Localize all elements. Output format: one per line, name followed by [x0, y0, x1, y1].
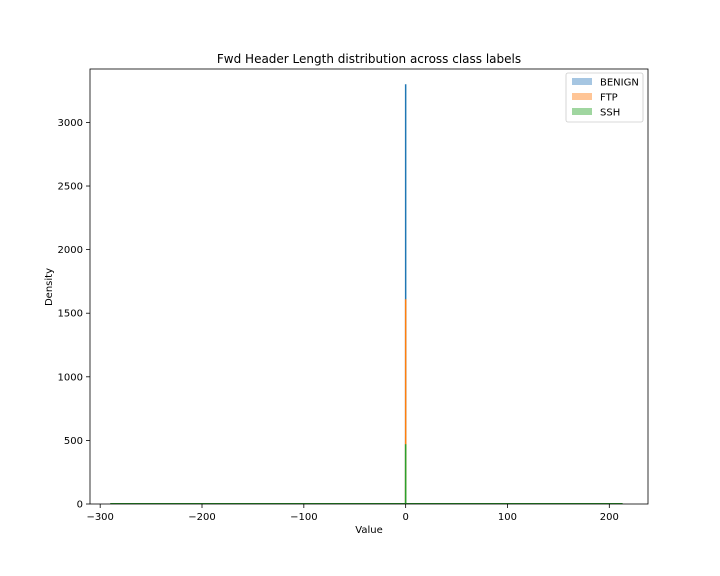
y-tick-label: 2500	[58, 182, 83, 193]
x-tick-label: 0	[402, 512, 408, 523]
plot-frame	[89, 68, 649, 505]
y-tick-label: 1000	[58, 372, 83, 383]
x-tick-label: −200	[188, 512, 215, 523]
legend-label-benign: BENIGN	[600, 78, 639, 89]
y-tick-label: 500	[64, 436, 83, 447]
chart-title: Fwd Header Length distribution across cl…	[217, 52, 521, 66]
y-tick-label: 0	[77, 500, 83, 511]
x-tick-label: −100	[290, 512, 317, 523]
legend-label-ssh: SSH	[600, 108, 620, 119]
legend-swatch-ftp	[572, 93, 592, 100]
legend-swatch-ssh	[572, 108, 592, 115]
y-axis-label: Density	[44, 268, 55, 306]
y-tick-label: 1500	[58, 309, 83, 320]
x-tick-label: −300	[86, 512, 113, 523]
plot-marks	[110, 84, 623, 505]
legend-label-ftp: FTP	[600, 93, 618, 104]
y-tick-label: 2000	[58, 245, 83, 256]
y-tick-label: 3000	[58, 118, 83, 129]
x-tick-label: 100	[498, 512, 517, 523]
x-axis-label: Value	[355, 525, 382, 536]
x-tick-label: 200	[600, 512, 619, 523]
y-axis-ticks: 0 500 1000 1500 2000 2500 3000	[58, 118, 90, 511]
legend-swatch-benign	[572, 78, 592, 85]
legend: BENIGN FTP SSH	[565, 72, 644, 123]
x-axis-ticks: −300 −200 −100 0 100 200	[86, 504, 619, 523]
